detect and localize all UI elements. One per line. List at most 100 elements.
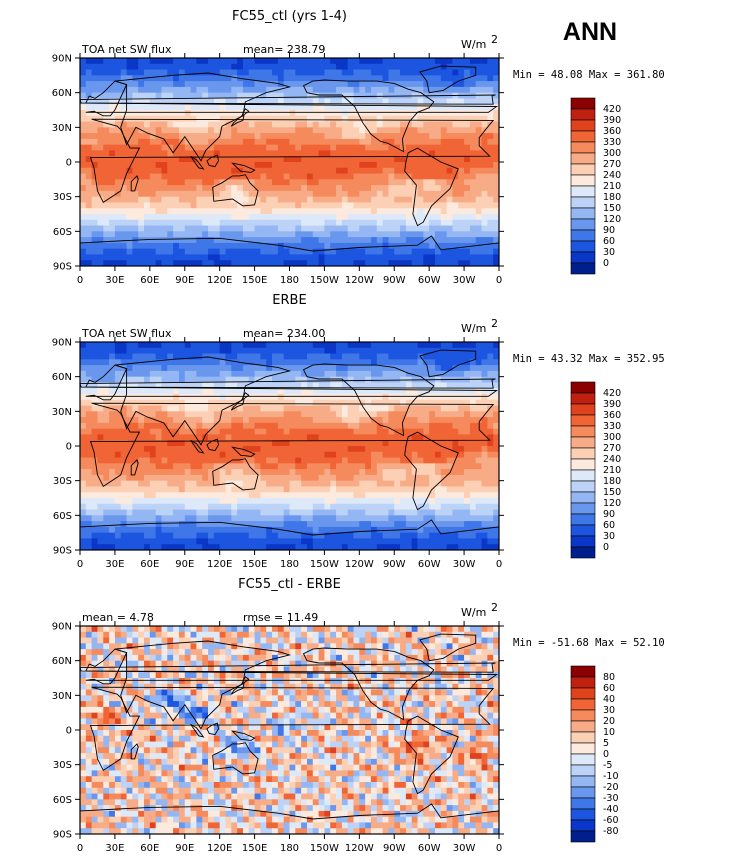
heatmap-cell <box>277 115 285 122</box>
heatmap-cell <box>202 492 209 499</box>
heatmap-cell <box>208 353 215 360</box>
heatmap-cell <box>493 405 500 412</box>
heatmap-cell <box>208 144 215 151</box>
heatmap-cell <box>155 98 162 105</box>
heatmap-cell <box>341 492 349 499</box>
heatmap-cell <box>394 173 401 180</box>
heatmap-cell <box>149 237 157 244</box>
heatmap-cell <box>126 503 133 510</box>
heatmap-cell <box>283 190 290 198</box>
heatmap-cell <box>475 133 482 140</box>
heatmap-cell <box>330 474 337 482</box>
heatmap-cell <box>475 469 482 476</box>
heatmap-cell <box>458 399 465 406</box>
heatmap-cell <box>394 138 401 146</box>
heatmap-cell <box>80 98 87 105</box>
heatmap-cell <box>347 185 354 192</box>
heatmap-cell <box>336 260 343 267</box>
heatmap-cell <box>452 121 459 128</box>
heatmap-cell <box>184 115 191 122</box>
heatmap-cell <box>487 492 494 499</box>
heatmap-cell <box>318 81 325 88</box>
heatmap-cell <box>126 434 133 441</box>
heatmap-cell <box>446 388 453 395</box>
heatmap-cell <box>225 144 232 151</box>
heatmap-cell <box>114 127 122 134</box>
heatmap-cell <box>109 370 116 378</box>
heatmap-cell <box>208 127 215 134</box>
heatmap-cell <box>324 365 331 372</box>
heatmap-cell <box>85 144 93 151</box>
heatmap-cell <box>161 342 168 349</box>
heatmap-cell <box>394 434 401 441</box>
heatmap-cell <box>370 463 378 470</box>
heatmap-cell <box>289 202 296 209</box>
heatmap-cell <box>469 503 477 510</box>
heatmap-cell <box>330 370 337 378</box>
heatmap-cell <box>295 428 302 435</box>
heatmap-cell <box>173 173 180 180</box>
heatmap-cell <box>394 167 401 174</box>
heatmap-cell <box>277 417 285 424</box>
heatmap-cell <box>481 463 488 470</box>
heatmap-cell <box>237 138 244 146</box>
heatmap-cell <box>289 127 296 134</box>
heatmap-cell <box>341 104 349 111</box>
heatmap-cell <box>330 248 337 255</box>
heatmap-cell <box>359 365 366 372</box>
heatmap-cell <box>394 394 401 401</box>
heatmap-cell <box>114 98 122 105</box>
heatmap-cell <box>202 202 209 209</box>
heatmap-cell <box>219 521 226 528</box>
heatmap-cell <box>324 254 331 261</box>
heatmap-cell <box>132 388 139 395</box>
heatmap-cell <box>353 434 360 441</box>
heatmap-cell <box>85 480 93 487</box>
heatmap-cell <box>138 214 145 221</box>
heatmap-cell <box>353 492 360 499</box>
heatmap-cell <box>376 474 384 482</box>
heatmap-cell <box>318 451 325 458</box>
heatmap-cell <box>481 260 488 267</box>
heatmap-cell <box>353 446 360 453</box>
heatmap-cell <box>324 260 331 267</box>
heatmap-cell <box>295 463 302 470</box>
heatmap-cell <box>429 110 436 117</box>
heatmap-cell <box>359 440 366 447</box>
heatmap-cell <box>330 92 337 99</box>
heatmap-cell <box>266 474 273 482</box>
heatmap-cell <box>254 185 261 192</box>
heatmap-cell <box>487 428 494 435</box>
heatmap-cell <box>324 248 331 255</box>
heatmap-cell <box>312 162 319 169</box>
heatmap-cell <box>306 63 314 70</box>
heatmap-cell <box>144 260 151 267</box>
heatmap-cell <box>155 133 162 140</box>
heatmap-cell <box>318 231 325 238</box>
heatmap-cell <box>161 202 168 209</box>
heatmap-cell <box>359 219 366 226</box>
heatmap-cell <box>452 405 459 412</box>
heatmap-cell <box>347 446 354 453</box>
heatmap-cell <box>458 242 465 250</box>
heatmap-cell <box>283 237 290 244</box>
heatmap-cell <box>347 237 354 244</box>
heatmap-cell <box>452 110 459 117</box>
heatmap-cell <box>434 422 442 430</box>
heatmap-cell <box>114 63 122 70</box>
heatmap-cell <box>237 417 244 424</box>
heatmap-cell <box>173 509 180 516</box>
heatmap-cell <box>120 521 127 528</box>
heatmap-cell <box>219 58 226 65</box>
heatmap-cell <box>272 405 279 412</box>
heatmap-cell <box>347 254 354 261</box>
heatmap-cell <box>347 127 354 134</box>
heatmap-cell <box>353 399 360 406</box>
heatmap-cell <box>213 503 221 510</box>
heatmap-cell <box>440 202 448 209</box>
heatmap-cell <box>417 503 424 510</box>
heatmap-cell <box>423 411 430 418</box>
heatmap-cell <box>370 104 378 111</box>
colorbar-label: 390 <box>603 115 621 126</box>
heatmap-cell <box>225 81 232 88</box>
